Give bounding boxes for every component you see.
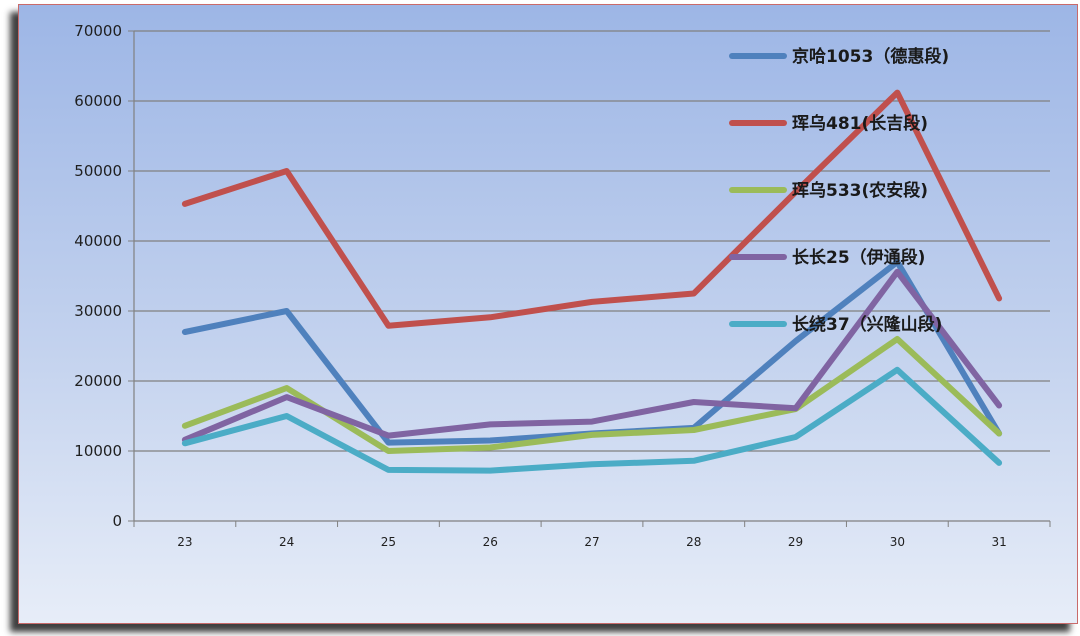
series-line-4 bbox=[181, 366, 1003, 474]
x-tick-label: 28 bbox=[686, 535, 701, 549]
y-tick-label: 50000 bbox=[74, 162, 122, 180]
series-line-1 bbox=[181, 89, 1003, 329]
y-tick-label: 60000 bbox=[74, 92, 122, 110]
legend-label-3: 长长25（伊通段) bbox=[792, 247, 925, 268]
legend-label-1: 珲乌481(长吉段) bbox=[792, 113, 928, 134]
y-axis-ticks: 0 10000 20000 30000 40000 50000 60000 70000 bbox=[74, 22, 134, 530]
series-line-2 bbox=[181, 336, 1003, 454]
legend-label-4: 长绕37（兴隆山段) bbox=[792, 314, 942, 335]
legend: 京哈1053（德惠段) 珲乌481(长吉段) 珲乌533(农安段) 长长25（伊通段)… bbox=[729, 46, 949, 335]
x-tick-label: 27 bbox=[584, 535, 599, 549]
y-tick-label: 0 bbox=[112, 512, 122, 530]
x-axis-ticks: 23 24 25 26 27 28 29 30 31 bbox=[133, 521, 1051, 549]
gridlines bbox=[134, 30, 1050, 452]
y-tick-label: 30000 bbox=[74, 302, 122, 320]
y-tick-label: 20000 bbox=[74, 372, 122, 390]
x-tick-label: 29 bbox=[788, 535, 803, 549]
axes bbox=[133, 31, 1050, 522]
legend-label-2: 珲乌533(农安段) bbox=[792, 180, 928, 201]
x-tick-label: 25 bbox=[381, 535, 396, 549]
legend-label-0: 京哈1053（德惠段) bbox=[792, 46, 949, 67]
series-line-3 bbox=[181, 268, 1003, 443]
series-lines bbox=[181, 89, 1003, 474]
x-tick-label: 23 bbox=[177, 535, 192, 549]
x-tick-label: 26 bbox=[483, 535, 498, 549]
x-tick-label: 31 bbox=[991, 535, 1006, 549]
x-tick-label: 30 bbox=[890, 535, 905, 549]
y-tick-label: 10000 bbox=[74, 442, 122, 460]
y-tick-label: 70000 bbox=[74, 22, 122, 40]
y-tick-label: 40000 bbox=[74, 232, 122, 250]
x-tick-label: 24 bbox=[279, 535, 294, 549]
